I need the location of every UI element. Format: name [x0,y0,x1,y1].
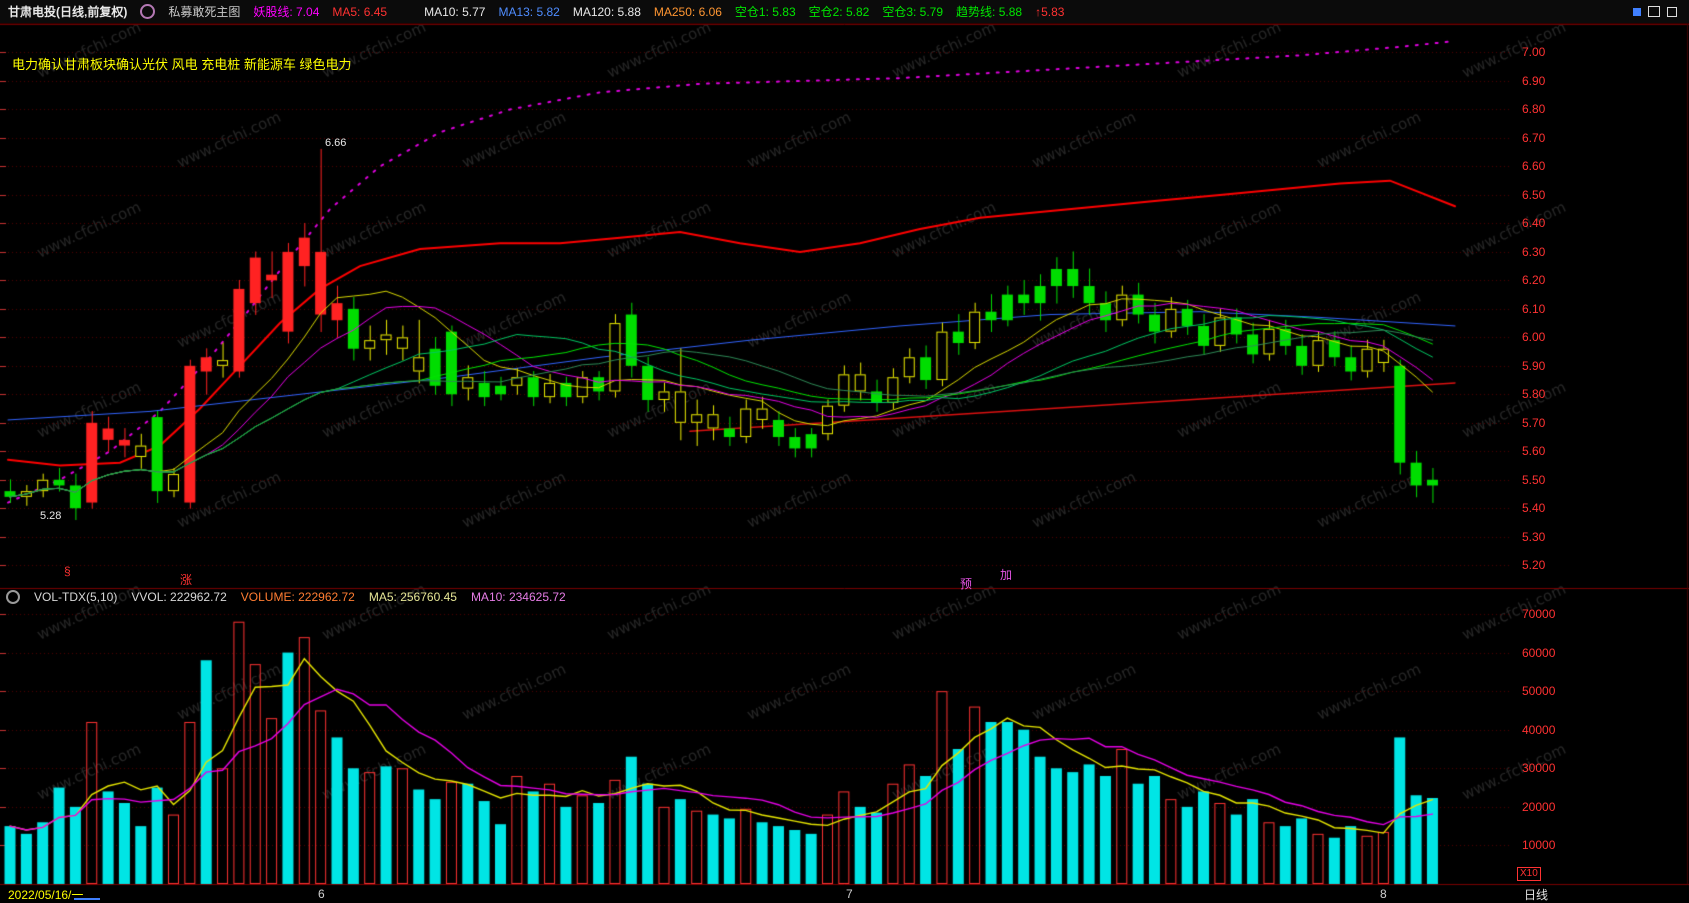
price-axis-label: 6.80 [1522,102,1546,116]
vol-ma10-value: MA10: 234625.72 [470,589,566,604]
price-axis-label: 6.40 [1522,216,1546,230]
indicator-circle-icon[interactable] [140,4,156,19]
trendline-value: 趋势线: 5.88 [956,5,1023,19]
price-axis-label: 6.50 [1522,188,1546,202]
price-annotation: 6.66 [325,137,347,149]
ma10-value: MA10: 5.77 [424,4,486,19]
price-axis-label: 6.30 [1522,245,1546,259]
price-axis-label: 5.90 [1522,359,1546,373]
trendline-target-value: ↑5.83 [1035,4,1065,19]
vvol-value: VVOL: 222962.72 [131,589,227,604]
news-ticker[interactable]: 电力确认甘肃板块确认光伏 风电 充电桩 新能源车 绿色电力 [12,57,352,72]
kongcang2-value: 空仓2: 5.82 [808,5,870,19]
volume-value: VOLUME: 222962.72 [240,589,355,604]
time-axis-bar: 2022/05/16/一 日线 [0,886,1689,902]
month-axis-label: 6 [318,887,325,901]
price-axis-label: 6.90 [1522,74,1546,88]
event-marker: § [64,564,71,578]
window-controls [1633,6,1677,17]
vol-ma5-value: MA5: 256760.45 [368,589,457,604]
volume-axis-label: 50000 [1522,684,1556,698]
kongcang3-value: 空仓3: 5.79 [882,5,944,19]
top-toolbar: 甘肃电投(日线,前复权) 私募敢死主图 妖股线: 7.04 MA5: 6.45 … [0,0,1689,24]
price-axis-label: 6.60 [1522,159,1546,173]
month-axis-label: 7 [846,887,853,901]
volume-indicator-circle-icon[interactable] [6,589,20,604]
scrollbar-thumb[interactable] [74,898,100,900]
ma250-value: MA250: 6.06 [653,4,722,19]
price-axis-label: 5.60 [1522,444,1546,458]
price-axis-label: 5.70 [1522,416,1546,430]
window-restore-icon[interactable] [1648,6,1660,17]
volume-unit-label: X10 [1517,867,1541,881]
stock-title: 甘肃电投(日线,前复权) [8,5,128,19]
volume-axis-label: 20000 [1522,800,1556,814]
volume-axis-label: 10000 [1522,838,1556,852]
event-marker: 涨 [180,573,193,587]
ma120-value: MA120: 5.88 [572,4,641,19]
ma5-value: MA5: 6.45 [332,4,388,19]
volume-pane-header: VOL-TDX(5,10) VVOL: 222962.72 VOLUME: 22… [0,588,566,605]
main-indicator-name[interactable]: 私募敢死主图 [168,5,241,19]
price-axis-label: 7.00 [1522,45,1546,59]
price-axis-label: 5.80 [1522,387,1546,401]
yaogu-line-value: 妖股线: 7.04 [253,5,320,19]
price-axis-label: 6.70 [1522,131,1546,145]
period-label[interactable]: 日线 [1524,888,1549,902]
vol-indicator-name[interactable]: VOL-TDX(5,10) [34,589,118,604]
volume-axis-label: 70000 [1522,607,1556,621]
price-axis-label: 5.20 [1522,558,1546,572]
start-date-label: 2022/05/16/一 [8,888,84,902]
volume-axis-label: 30000 [1522,761,1556,775]
ma13-value: MA13: 5.82 [498,4,560,19]
window-panel-icon[interactable] [1667,6,1677,17]
kongcang1-value: 空仓1: 5.83 [734,5,796,19]
price-annotation: 5.28 [40,510,62,522]
month-axis-label: 8 [1380,887,1387,901]
price-axis-label: 5.40 [1522,501,1546,515]
volume-axis-label: 60000 [1522,646,1556,660]
price-axis-label: 6.10 [1522,302,1546,316]
volume-axis-label: 40000 [1522,723,1556,737]
event-marker: 预 [960,577,973,591]
price-axis-label: 5.30 [1522,530,1546,544]
price-axis-label: 6.00 [1522,330,1546,344]
price-axis-label: 5.50 [1522,473,1546,487]
price-axis-label: 6.20 [1522,273,1546,287]
event-marker: 加 [1000,568,1013,582]
panel-layout-icon[interactable] [1633,7,1641,16]
